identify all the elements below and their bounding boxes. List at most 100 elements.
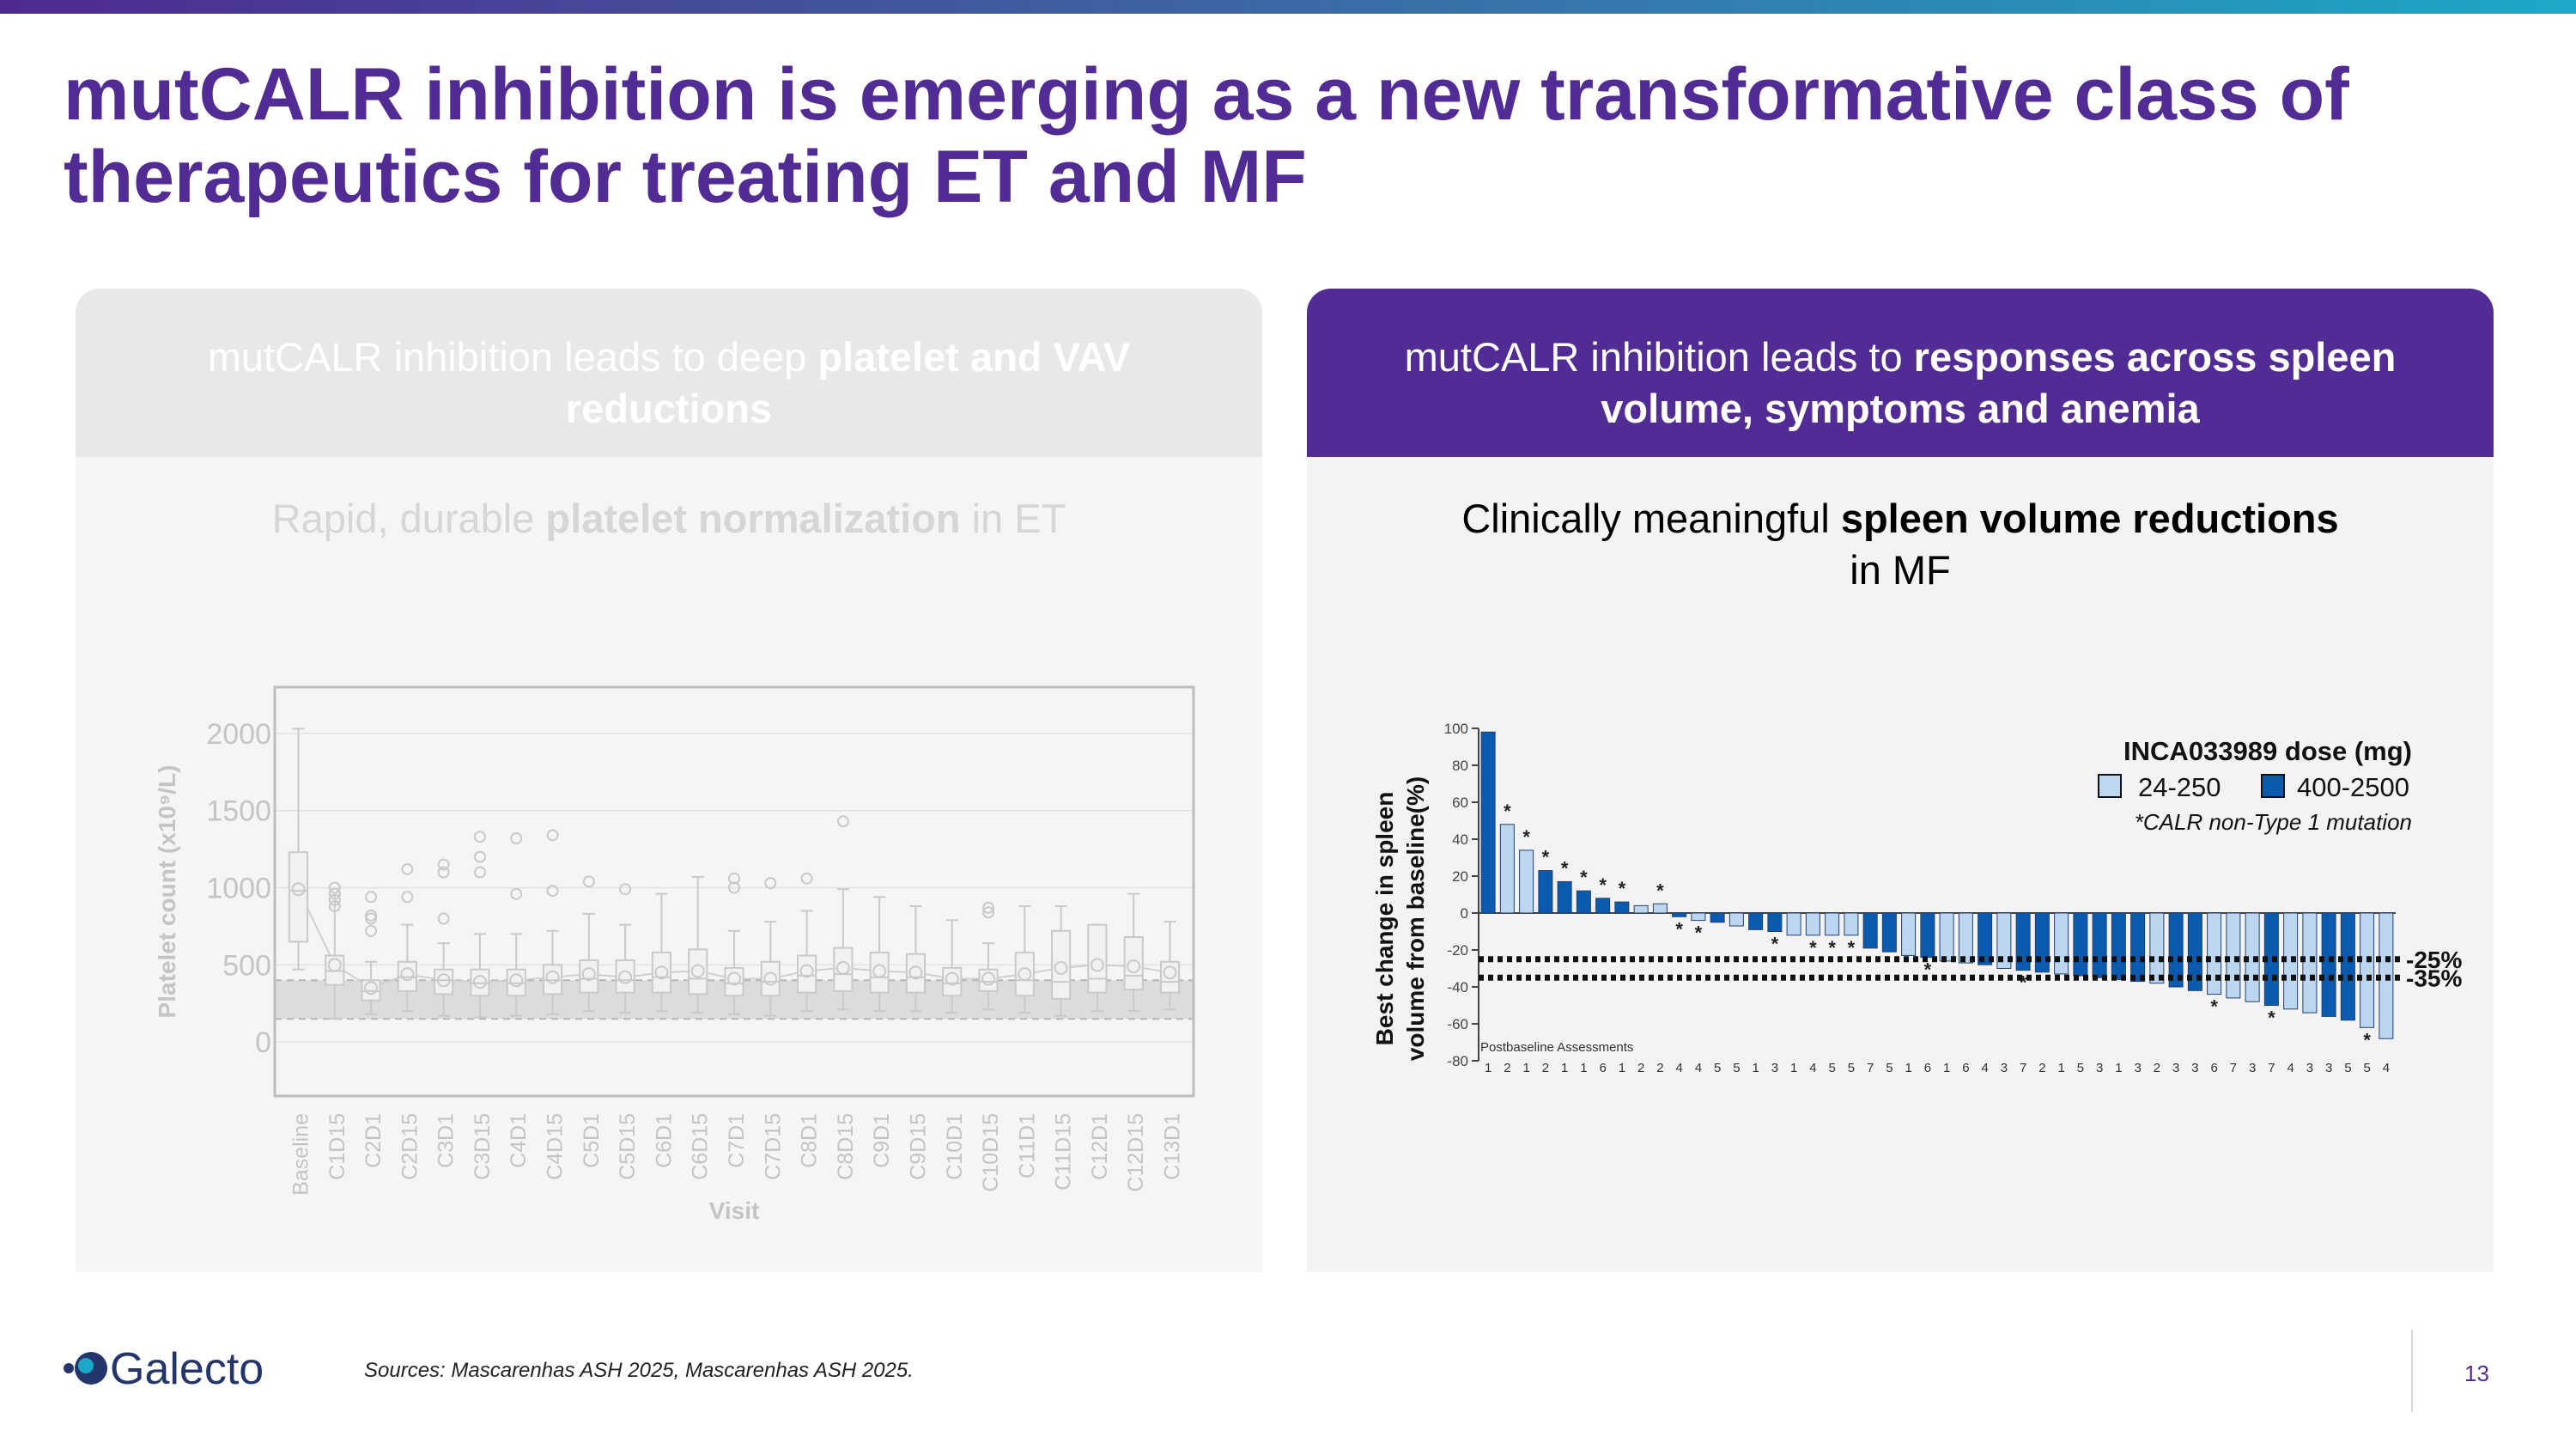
y-tick-label: -40 bbox=[1447, 979, 1468, 995]
assessment-count-label: 1 bbox=[1580, 1061, 1587, 1075]
waterfall-bar bbox=[2187, 912, 2202, 991]
waterfall-bar bbox=[1767, 912, 1783, 932]
x-tick-label: C2D15 bbox=[398, 1113, 422, 1180]
outlier-point bbox=[401, 862, 414, 875]
y-tick-label: 2000 bbox=[206, 718, 271, 751]
right-header-bold: responses across spleen volume, symptoms… bbox=[1601, 334, 2397, 431]
mutation-asterisk: * bbox=[1695, 922, 1703, 944]
waterfall-bar bbox=[1557, 880, 1572, 914]
box-iqr bbox=[688, 948, 708, 995]
waterfall-bar bbox=[1825, 912, 1840, 936]
assessment-count-label: 1 bbox=[1752, 1061, 1759, 1075]
x-tick-label: C12D15 bbox=[1124, 1113, 1148, 1192]
footer-divider bbox=[2411, 1330, 2413, 1412]
x-tick-label: C12D1 bbox=[1088, 1113, 1112, 1180]
right-subtitle-pre: Clinically meaningful bbox=[1461, 496, 1841, 541]
left-panel-header: mutCALR inhibition leads to deep platele… bbox=[76, 289, 1262, 457]
waterfall-bar bbox=[2321, 912, 2336, 1017]
assessment-count-label: 2 bbox=[1637, 1061, 1644, 1075]
assessment-count-label: 1 bbox=[2115, 1061, 2122, 1075]
x-tick-label: C2D1 bbox=[361, 1113, 386, 1168]
y-axis-title-line: Best change in spleen bbox=[1371, 792, 1398, 1046]
assessment-count-label: 5 bbox=[1733, 1061, 1740, 1075]
box-iqr bbox=[1123, 935, 1144, 991]
waterfall-bar bbox=[1633, 904, 1649, 914]
y-tick-label: 0 bbox=[1461, 905, 1468, 922]
x-tick-label: C6D15 bbox=[689, 1113, 713, 1180]
waterfall-bar bbox=[1576, 890, 1591, 914]
waterfall-bar bbox=[1958, 912, 1973, 964]
right-panel: mutCALR inhibition leads to responses ac… bbox=[1307, 289, 2494, 1272]
assessment-count-label: 5 bbox=[2344, 1061, 2351, 1075]
outlier-point bbox=[365, 912, 378, 925]
assessment-count-label: 2 bbox=[1504, 1061, 1510, 1075]
waterfall-bar bbox=[1996, 912, 2012, 969]
waterfall-bar bbox=[1844, 912, 1859, 936]
outlier-point bbox=[365, 924, 378, 937]
box-mean-marker bbox=[1018, 967, 1032, 982]
box-iqr bbox=[869, 951, 890, 994]
assessment-count-label: 6 bbox=[2210, 1061, 2217, 1075]
mutation-asterisk: * bbox=[2210, 996, 2218, 1018]
waterfall-bar bbox=[2226, 912, 2241, 999]
legend-swatch-light bbox=[2098, 774, 2122, 798]
mutation-asterisk: * bbox=[1580, 867, 1588, 888]
assessment-count-label: 1 bbox=[1943, 1061, 1950, 1075]
x-tick-label: C10D15 bbox=[979, 1113, 1003, 1192]
legend-label-light: 24-250 bbox=[2138, 772, 2221, 802]
assessment-count-label: 3 bbox=[2001, 1061, 2008, 1075]
waterfall-bar bbox=[1519, 849, 1534, 914]
waterfall-bar bbox=[1538, 870, 1553, 914]
x-tick-label: C6D1 bbox=[652, 1113, 676, 1168]
box-iqr bbox=[1051, 929, 1072, 1000]
waterfall-bar bbox=[2302, 912, 2318, 1014]
right-subtitle-post: in MF bbox=[1850, 547, 1951, 593]
outlier-point bbox=[365, 891, 378, 904]
legend-note: *CALR non-Type 1 mutation bbox=[2135, 809, 2412, 835]
y-tick-label: 100 bbox=[1444, 721, 1468, 737]
x-tick-label: C5D1 bbox=[580, 1113, 604, 1168]
y-axis-title: Platelet count (x10⁹/L) bbox=[154, 765, 180, 1019]
outlier-point bbox=[328, 881, 341, 894]
assessment-count-label: 6 bbox=[1962, 1061, 1969, 1075]
x-axis-title: Visit bbox=[709, 1197, 760, 1224]
box-iqr bbox=[1014, 951, 1035, 997]
box-mean-marker bbox=[690, 964, 705, 978]
x-tick-label: C7D1 bbox=[725, 1113, 749, 1168]
y-tick-label: 500 bbox=[222, 949, 271, 982]
galecto-logo: Galecto bbox=[60, 1342, 318, 1394]
mutation-asterisk: * bbox=[1522, 826, 1530, 848]
mutation-asterisk: * bbox=[1828, 937, 1836, 959]
y-tick-label: 0 bbox=[255, 1026, 271, 1059]
mutation-asterisk: * bbox=[1599, 874, 1607, 896]
assessment-count-label: 7 bbox=[2268, 1061, 2275, 1075]
assessment-count-label: 3 bbox=[2249, 1061, 2256, 1075]
left-header-bold: platelet and VAV reductions bbox=[565, 334, 1131, 431]
outlier-point bbox=[401, 891, 414, 904]
mutation-asterisk: * bbox=[1848, 937, 1856, 959]
assessment-count-label: 5 bbox=[1848, 1061, 1855, 1075]
assessment-count-label: 1 bbox=[1905, 1061, 1911, 1075]
x-tick-label: C1D15 bbox=[325, 1113, 349, 1180]
waterfall-bar bbox=[1728, 912, 1744, 927]
box-mean-marker bbox=[291, 882, 306, 897]
box-iqr bbox=[288, 851, 309, 943]
box-mean-marker bbox=[1127, 959, 1141, 974]
waterfall-bar bbox=[1901, 912, 1917, 956]
platelet-box-chart: 0 500 1000 1500 2000 Baseline C1D15 C2D1 C2D15 C3… bbox=[154, 685, 1195, 1224]
box-iqr bbox=[833, 947, 854, 992]
waterfall-bar bbox=[1939, 912, 1954, 962]
waterfall-bar bbox=[1748, 912, 1764, 930]
waterfall-bar bbox=[1672, 912, 1687, 917]
assessment-count-label: 3 bbox=[2306, 1061, 2313, 1075]
box-mean-marker bbox=[618, 970, 633, 984]
box-iqr bbox=[760, 960, 781, 997]
assessment-count-label: 3 bbox=[1771, 1061, 1778, 1075]
assessment-count-label: 5 bbox=[1714, 1061, 1721, 1075]
box-mean-marker bbox=[545, 970, 560, 984]
box-mean-marker bbox=[727, 971, 741, 986]
assessment-count-label: 1 bbox=[1485, 1061, 1492, 1075]
waterfall-bar bbox=[2034, 912, 2050, 973]
waterfall-bar bbox=[2168, 912, 2184, 988]
mutation-asterisk: * bbox=[2363, 1029, 2371, 1050]
